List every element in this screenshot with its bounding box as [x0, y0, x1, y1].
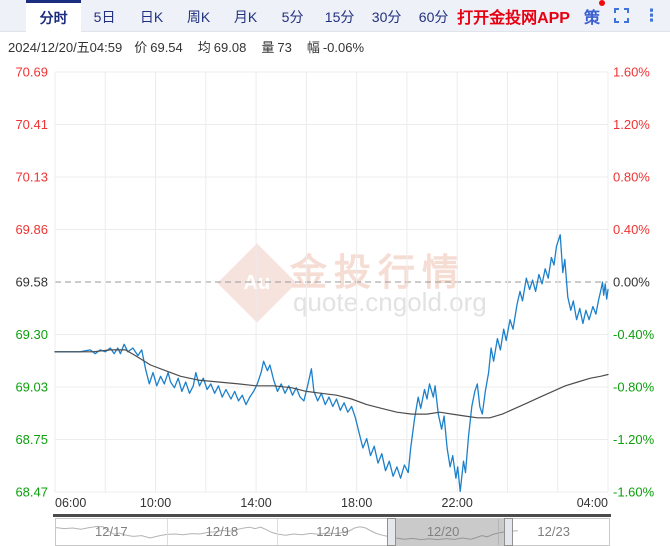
navigator-right-handle[interactable]	[504, 518, 514, 546]
x-axis-time-label: 14:00	[240, 496, 271, 510]
fullscreen-icon[interactable]	[614, 8, 629, 23]
tabbar-left-margin	[0, 0, 26, 31]
tab-2[interactable]: 日K	[139, 9, 164, 25]
strategy-badge[interactable]: 策	[583, 0, 605, 28]
y-axis-percent-label: -0.40%	[613, 327, 655, 342]
quote-info-bar: 2024/12/20/五04:59 价 69.54 均 69.08 量 73 幅 -0.…	[0, 32, 670, 60]
navigator-left-handle[interactable]	[386, 518, 396, 546]
tab-8[interactable]: 60分	[418, 9, 449, 25]
y-axis-percent-label: -1.60%	[613, 485, 655, 500]
x-axis-time-label: 04:00	[577, 496, 608, 510]
x-axis-time-label: 10:00	[140, 496, 171, 510]
y-axis-percent-label: 0.00%	[613, 275, 650, 290]
navigator-mini-chart	[56, 525, 518, 541]
watermark-brand: 金投行情	[290, 252, 466, 293]
notification-dot	[599, 0, 605, 6]
chart-canvas[interactable]: 70.69 1.60% 70.41 1.20% 70.13 0.80% 69.86 0.40%…	[0, 60, 670, 515]
tab-7[interactable]: 30分	[371, 9, 402, 25]
y-axis-price-label: 70.13	[15, 170, 48, 185]
y-axis-percent-label: 0.40%	[613, 222, 650, 237]
change-value: -0.06%	[322, 39, 365, 55]
price-line	[54, 234, 609, 493]
price-value: 69.54	[150, 39, 183, 55]
navigator-day-label-12-20[interactable]: 12/20	[426, 524, 460, 539]
price-label: 价	[134, 39, 148, 55]
watermark-url: quote.cngold.org	[293, 287, 487, 317]
quote-volume: 量 73	[261, 37, 294, 56]
strategy-badge-label: 策	[583, 9, 600, 27]
quote-average: 均 69.08	[198, 37, 250, 56]
y-axis-percent-label: -1.20%	[613, 432, 655, 447]
volume-value: 73	[277, 39, 292, 55]
kebab-menu-icon[interactable]: ⋮	[643, 6, 660, 25]
y-axis-price-label: 68.47	[15, 485, 48, 500]
y-axis-price-label: 70.69	[15, 65, 48, 80]
tab-4[interactable]: 月K	[233, 9, 258, 25]
navigator-day-divider	[277, 519, 279, 545]
y-axis-price-label: 69.03	[15, 380, 48, 395]
navigator-selection[interactable]	[391, 519, 509, 545]
navigator-series-line	[56, 525, 518, 541]
open-app-link[interactable]: 打开金投网APP	[457, 9, 570, 27]
intraday-chart: Au 金投行情 quote.cngold.org 70.69 1.60% 70.41…	[0, 60, 670, 515]
tab-3[interactable]: 周K	[186, 9, 211, 25]
period-tab-bar: 分时 5日 日K 周K 月K 5分 15分 30分 60分 打开金投网APP 策 ⋮	[0, 0, 670, 32]
tabbar-right-zone: 打开金投网APP 策 ⋮	[457, 0, 670, 31]
navigator-day-divider	[498, 519, 500, 545]
y-axis-percent-label: 1.60%	[613, 65, 650, 80]
y-axis-price-label: 69.30	[15, 327, 48, 342]
x-axis-time-label: 06:00	[55, 496, 86, 510]
tab-1[interactable]: 5日	[93, 9, 116, 25]
navigator-day-label-12-19[interactable]: 12/19	[316, 524, 349, 539]
tab-0-active[interactable]: 分时	[26, 0, 82, 32]
quote-price: 价 69.54	[134, 37, 186, 56]
navigator-day-label-12-17[interactable]: 12/17	[95, 524, 128, 539]
quote-datetime: 2024/12/20/五04:59	[8, 39, 123, 55]
average-line	[54, 349, 609, 419]
period-tabs: 分时 5日 日K 周K 月K 5分 15分 30分 60分	[26, 0, 457, 32]
y-axis-price-label: 70.41	[15, 117, 48, 132]
change-label: 幅	[306, 39, 320, 55]
date-range-navigator[interactable]: 12/17 12/18 12/19 12/20 12/23	[55, 518, 610, 546]
y-axis-price-label: 69.86	[15, 222, 48, 237]
x-axis-time-label: 22:00	[442, 496, 473, 510]
y-axis-percent-label: 0.80%	[613, 170, 650, 185]
y-axis-percent-label: -0.80%	[613, 380, 655, 395]
navigator-day-divider	[166, 519, 168, 545]
navigator-day-label-12-23[interactable]: 12/23	[537, 524, 570, 539]
quote-change: 幅 -0.06%	[307, 37, 367, 56]
tab-6[interactable]: 15分	[324, 9, 355, 25]
y-axis-price-label: 69.58	[15, 275, 48, 290]
avg-value: 69.08	[213, 39, 247, 55]
navigator-day-label-12-18[interactable]: 12/18	[205, 524, 239, 539]
y-axis-percent-label: 1.20%	[613, 117, 650, 132]
tab-5[interactable]: 5分	[281, 9, 304, 25]
avg-label: 均	[197, 39, 211, 55]
volume-label: 量	[261, 39, 275, 55]
y-axis-price-label: 68.75	[15, 432, 48, 447]
x-axis-time-label: 18:00	[341, 496, 372, 510]
x-axis-baseline	[53, 514, 611, 517]
